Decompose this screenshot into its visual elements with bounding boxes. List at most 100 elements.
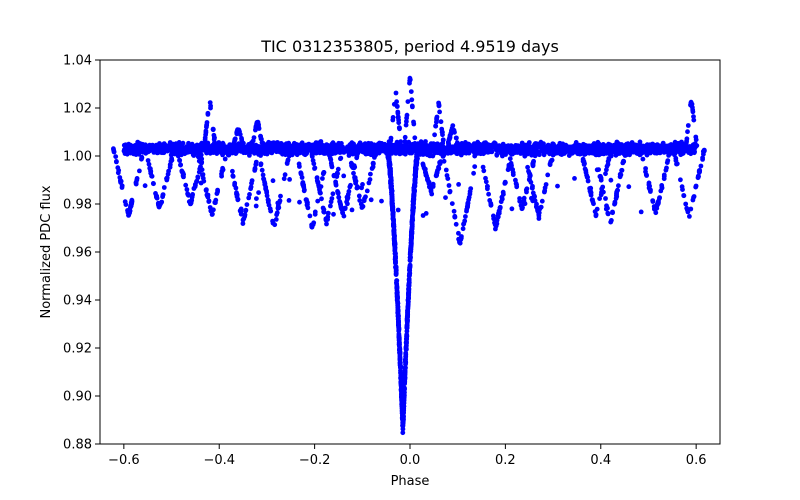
data-point (443, 167, 449, 173)
data-point (581, 160, 587, 166)
data-point (536, 210, 542, 216)
data-point (238, 206, 244, 212)
y-tick-label: 0.88 (63, 438, 92, 453)
data-point (198, 164, 203, 170)
data-point (635, 151, 640, 157)
data-point (468, 186, 474, 192)
data-point (401, 406, 407, 411)
data-point (374, 148, 380, 154)
data-point (465, 142, 470, 148)
data-point (439, 129, 445, 135)
data-point (394, 278, 400, 283)
data-point (395, 301, 401, 306)
data-point (457, 240, 463, 246)
data-point (248, 184, 254, 190)
data-point (613, 196, 619, 201)
data-point (212, 200, 218, 205)
data-point (681, 193, 687, 198)
data-point (572, 176, 577, 181)
data-point (349, 207, 355, 213)
data-point (436, 100, 441, 106)
data-point (211, 132, 217, 138)
chart-title: TIC 0312353805, period 4.9519 days (260, 37, 559, 56)
data-point (275, 205, 281, 211)
data-point (149, 173, 155, 179)
data-point (541, 141, 546, 147)
data-point (405, 312, 410, 317)
data-point (368, 171, 373, 177)
data-point (258, 134, 263, 139)
data-point (402, 134, 408, 140)
x-tick-label: 0.0 (400, 453, 421, 468)
data-point (460, 226, 466, 232)
data-point (323, 217, 329, 223)
data-point (407, 270, 413, 276)
data-point (348, 182, 353, 188)
data-point (522, 201, 528, 207)
data-point (638, 209, 644, 215)
data-point (494, 152, 500, 158)
data-point (509, 147, 515, 153)
data-point (687, 214, 692, 219)
data-point (406, 293, 411, 298)
data-point (598, 177, 604, 183)
data-point (530, 185, 535, 191)
data-point (258, 162, 264, 168)
data-point (510, 172, 516, 178)
data-point (133, 150, 139, 155)
data-point (270, 178, 276, 184)
data-point (495, 214, 501, 220)
data-point (237, 132, 243, 137)
data-point (266, 198, 271, 204)
data-point (183, 182, 189, 188)
data-point (166, 145, 172, 150)
data-point (680, 150, 686, 156)
data-point (410, 207, 416, 212)
data-point (328, 157, 334, 163)
data-point (616, 183, 621, 189)
data-point (404, 324, 410, 330)
data-point (226, 152, 232, 158)
data-point (632, 146, 638, 152)
data-point (421, 148, 426, 154)
data-point (194, 145, 200, 151)
data-points (111, 75, 707, 436)
data-point (693, 183, 699, 189)
data-point (445, 176, 451, 182)
data-point (191, 153, 197, 158)
data-point (114, 159, 119, 164)
data-point (599, 149, 604, 155)
data-point (396, 342, 402, 347)
data-point (386, 159, 392, 164)
data-point (508, 162, 514, 168)
data-point (368, 152, 374, 158)
data-point (357, 198, 363, 203)
data-point (530, 163, 536, 169)
data-point (146, 161, 152, 167)
data-point (401, 396, 407, 401)
data-point (305, 202, 310, 208)
data-point (463, 214, 468, 219)
data-point (491, 215, 497, 221)
data-point (547, 161, 553, 167)
data-point (202, 140, 208, 146)
data-point (264, 151, 270, 157)
data-point (219, 173, 225, 179)
data-point (209, 150, 215, 155)
data-point (309, 224, 315, 230)
data-point (412, 180, 418, 186)
data-point (398, 375, 404, 380)
data-point (175, 153, 181, 159)
data-point (694, 143, 700, 149)
x-tick-label: −0.2 (299, 453, 331, 468)
data-point (204, 120, 210, 125)
data-point (198, 180, 204, 186)
data-point (398, 368, 403, 373)
data-point (436, 164, 441, 170)
data-point (657, 150, 663, 156)
data-point (359, 205, 365, 210)
data-point (395, 310, 401, 316)
data-point (488, 202, 494, 208)
data-point (410, 104, 415, 110)
data-point (230, 146, 236, 152)
